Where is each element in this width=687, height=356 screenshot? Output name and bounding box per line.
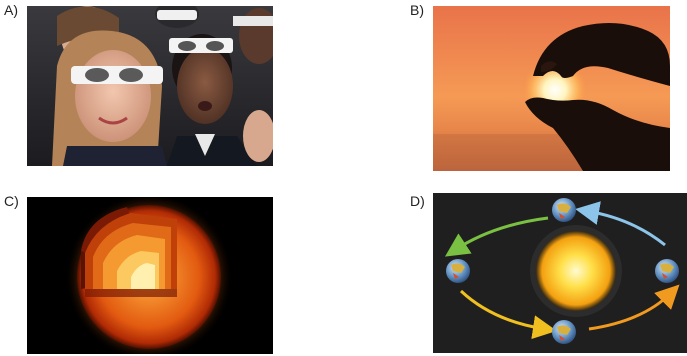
photo-hands-holding-sun — [433, 6, 670, 171]
earth-top — [552, 198, 576, 222]
photo-eclipse-glasses — [27, 6, 273, 166]
panel-label-d: D) — [410, 193, 425, 209]
earth-left — [446, 259, 470, 283]
earth-bottom — [552, 320, 576, 344]
illustration-sun-cutaway — [27, 197, 273, 354]
panel-label-c: C) — [4, 193, 19, 209]
panel-label-a: A) — [4, 2, 18, 18]
earth-right — [655, 259, 679, 283]
panel-label-b: B) — [410, 2, 424, 18]
diagram-earth-orbit — [433, 193, 687, 353]
